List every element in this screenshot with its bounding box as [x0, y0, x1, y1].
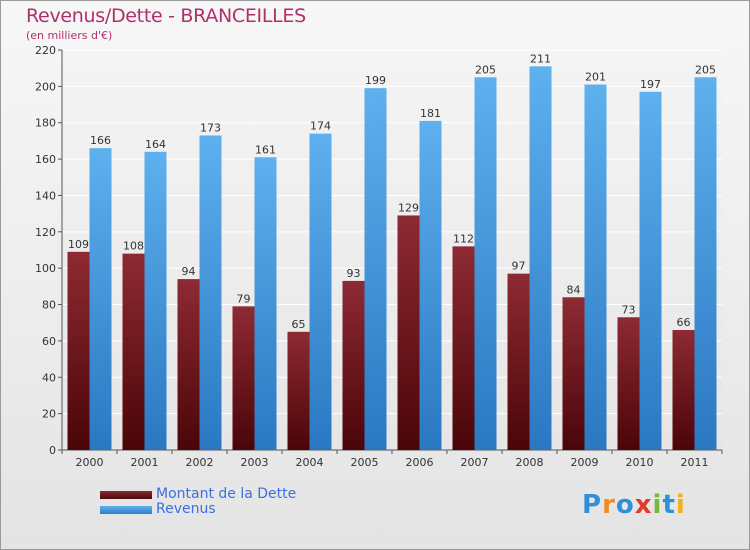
logo-letter: x [634, 490, 653, 520]
chart-title: Revenus/Dette - BRANCEILLES [26, 5, 306, 27]
bar-dette [562, 297, 585, 450]
data-label: 94 [182, 265, 196, 278]
x-tick-label: 2001 [131, 456, 159, 469]
bar-revenus [584, 84, 607, 450]
bar-revenus [309, 133, 332, 451]
logo-letter: P [582, 490, 603, 520]
bar-dette [342, 280, 365, 450]
bar-dette [122, 253, 145, 450]
y-tick-label: 180 [35, 117, 56, 130]
bar-dette [452, 246, 475, 450]
bar-dette [617, 317, 640, 450]
legend-swatch-dette [100, 491, 152, 499]
data-label: 93 [347, 267, 361, 280]
logo-letter: t [662, 490, 676, 520]
bar-revenus [89, 148, 112, 450]
bar-revenus [144, 151, 167, 450]
bar-revenus [694, 77, 717, 450]
y-tick-label: 60 [42, 335, 56, 348]
bar-revenus [364, 88, 387, 450]
data-label: 199 [365, 74, 386, 87]
logo-letter: i [652, 490, 663, 520]
x-tick-label: 2002 [186, 456, 214, 469]
data-label: 79 [237, 292, 251, 305]
chart-subtitle: (en milliers d'€) [26, 29, 113, 42]
bar-revenus [419, 120, 442, 450]
data-label: 108 [123, 240, 144, 253]
data-label: 173 [200, 121, 221, 134]
y-tick-label: 80 [42, 299, 56, 312]
bar-dette [67, 251, 90, 450]
bar-dette [397, 215, 420, 450]
y-tick-label: 0 [49, 444, 56, 457]
y-tick-label: 100 [35, 262, 56, 275]
legend-label-dette: Montant de la Dette [156, 486, 297, 502]
bar-revenus [474, 77, 497, 450]
x-tick-label: 2011 [681, 456, 709, 469]
x-tick-label: 2009 [571, 456, 599, 469]
logo-letter: o [615, 490, 635, 520]
bar-dette [232, 306, 255, 450]
x-tick-label: 2006 [406, 456, 434, 469]
bar-dette [507, 273, 530, 450]
bar-dette [287, 331, 310, 450]
data-label: 205 [475, 63, 496, 76]
bar-dette [177, 279, 200, 450]
data-label: 164 [145, 138, 166, 151]
data-label: 73 [622, 303, 636, 316]
y-tick-label: 160 [35, 153, 56, 166]
logo-letter: i [675, 490, 686, 520]
data-label: 161 [255, 143, 276, 156]
plot-area [62, 50, 722, 450]
data-label: 109 [68, 238, 89, 251]
data-label: 211 [530, 52, 551, 65]
data-label: 205 [695, 63, 716, 76]
legend-label-revenus: Revenus [156, 501, 216, 517]
x-tick-label: 2007 [461, 456, 489, 469]
y-tick-label: 200 [35, 80, 56, 93]
y-tick-label: 140 [35, 189, 56, 202]
data-label: 129 [398, 201, 419, 214]
y-tick-label: 220 [35, 44, 56, 57]
x-tick-label: 2005 [351, 456, 379, 469]
data-label: 174 [310, 120, 331, 133]
bar-dette [672, 330, 695, 450]
x-tick-label: 2000 [76, 456, 104, 469]
data-label: 181 [420, 107, 441, 120]
x-tick-label: 2004 [296, 456, 324, 469]
data-label: 197 [640, 78, 661, 91]
logo-letter: r [602, 490, 616, 520]
bar-revenus [529, 66, 552, 450]
x-tick-label: 2010 [626, 456, 654, 469]
bar-revenus [639, 91, 662, 451]
data-label: 84 [567, 283, 581, 296]
x-tick-label: 2003 [241, 456, 269, 469]
data-label: 166 [90, 134, 111, 147]
y-tick-label: 120 [35, 226, 56, 239]
bar-revenus [199, 135, 222, 451]
data-label: 112 [453, 232, 474, 245]
data-label: 65 [292, 318, 306, 331]
data-label: 66 [677, 316, 691, 329]
proxiti-logo: Proxiti [582, 490, 686, 520]
legend-swatch-revenus [100, 506, 152, 514]
x-tick-label: 2008 [516, 456, 544, 469]
data-label: 97 [512, 260, 526, 273]
bar-revenus [254, 157, 277, 451]
y-tick-label: 40 [42, 371, 56, 384]
data-label: 201 [585, 71, 606, 84]
y-tick-label: 20 [42, 408, 56, 421]
